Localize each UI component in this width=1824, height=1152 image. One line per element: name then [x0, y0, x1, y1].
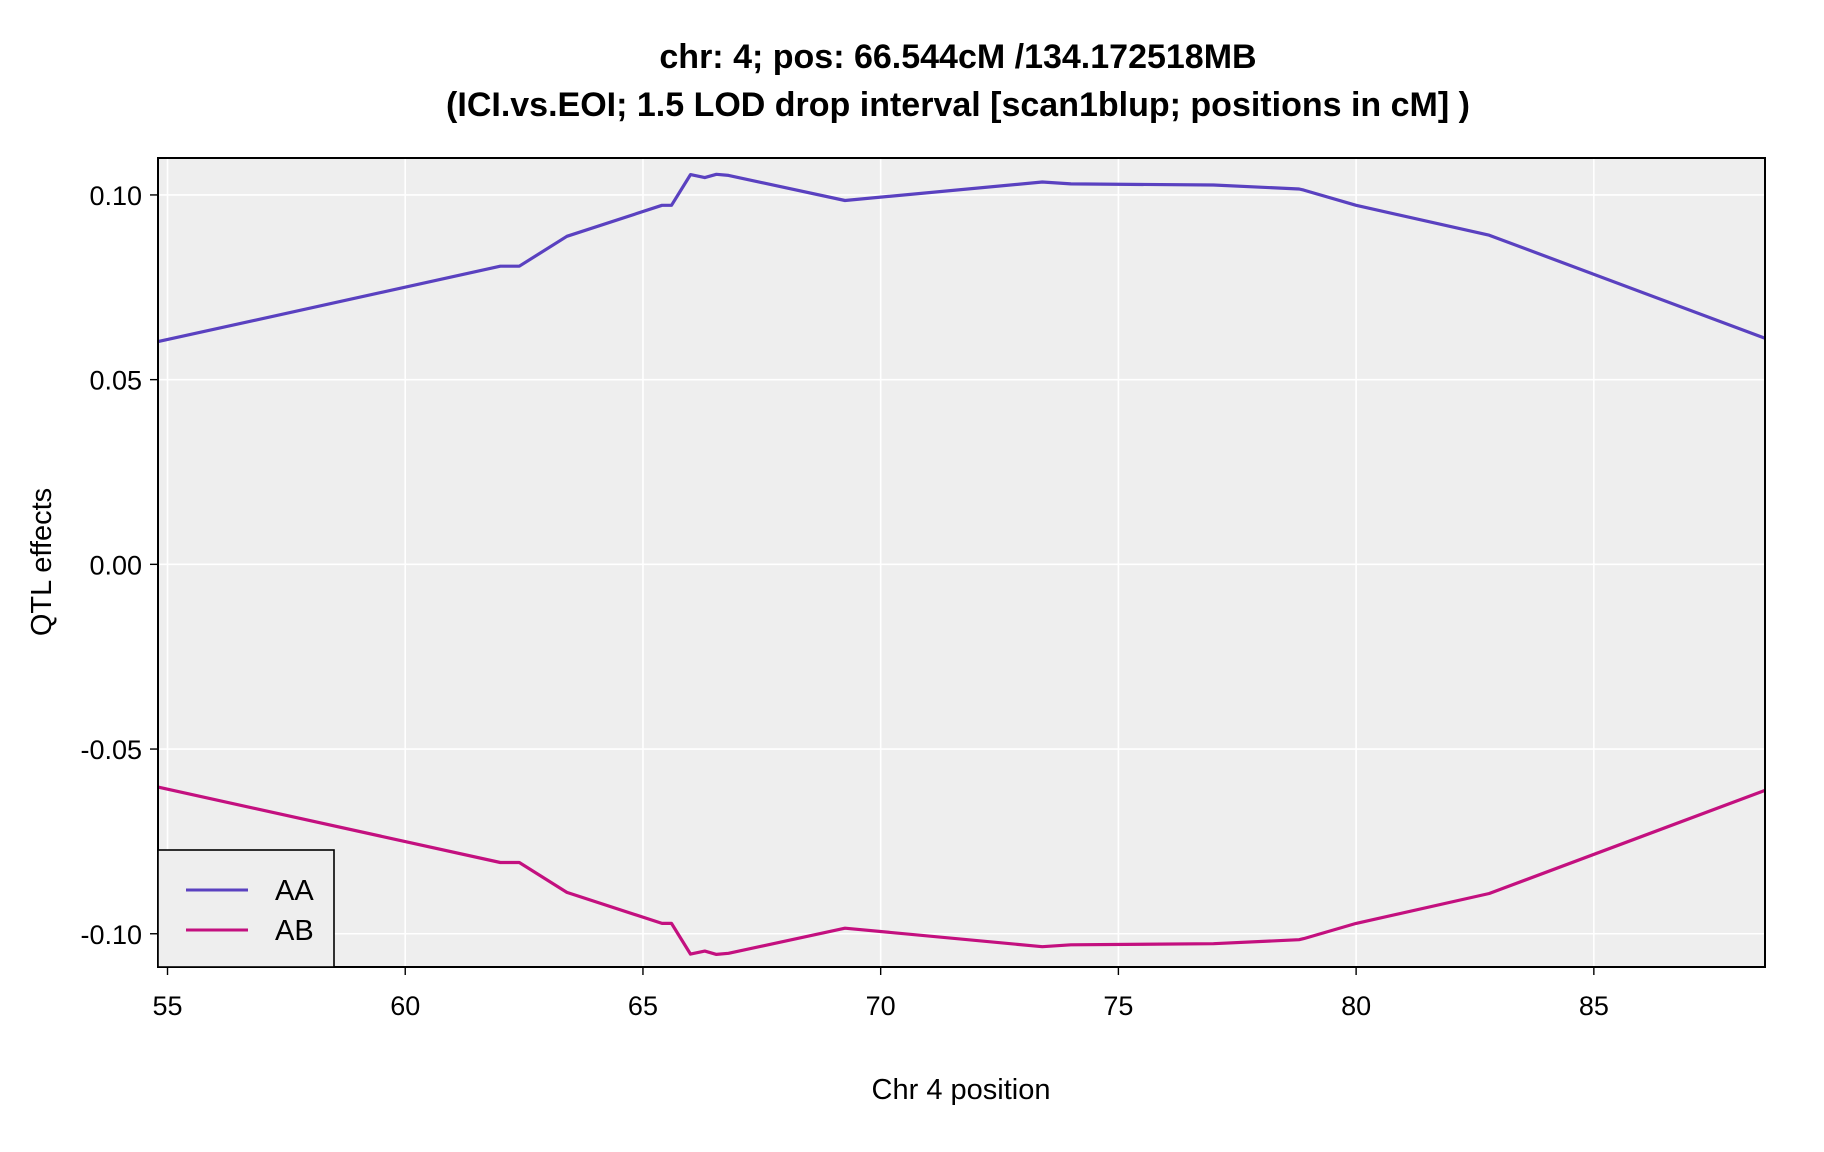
plot-background — [158, 158, 1765, 967]
x-tick-label: 85 — [1579, 991, 1609, 1021]
y-tick-label: 0.00 — [89, 550, 142, 580]
x-tick-label: 60 — [390, 991, 420, 1021]
y-axis-label: QTL effects — [26, 488, 58, 636]
y-tick-label: -0.10 — [80, 920, 142, 950]
y-tick-label: 0.10 — [89, 181, 142, 211]
series-lines — [157, 172, 1766, 957]
y-tick-label: -0.05 — [80, 735, 142, 765]
y-tick-label: 0.05 — [89, 366, 142, 396]
x-axis: 55 60 65 70 75 80 85 — [152, 967, 1609, 1021]
x-tick-label: 80 — [1341, 991, 1371, 1021]
series-line-ab — [157, 785, 1766, 957]
x-axis-label: Chr 4 position — [872, 1074, 1051, 1106]
legend-label-ab: AB — [275, 915, 314, 947]
chart-title: chr: 4; pos: 66.544cM /134.172518MB — [659, 38, 1256, 76]
legend-box — [157, 849, 335, 968]
legend: AA AB — [157, 849, 335, 968]
legend-label-aa: AA — [275, 875, 314, 907]
grid-lines — [158, 158, 1765, 967]
x-tick-label: 70 — [866, 991, 896, 1021]
chart-subtitle: (ICI.vs.EOI; 1.5 LOD drop interval [scan… — [446, 86, 1470, 124]
x-tick-label: 75 — [1103, 991, 1133, 1021]
x-tick-label: 65 — [628, 991, 658, 1021]
series-line-aa — [157, 172, 1766, 344]
plot-border — [157, 157, 1766, 968]
x-tick-label: 55 — [152, 991, 182, 1021]
y-axis: -0.10 -0.05 0.00 0.05 0.10 — [80, 181, 158, 950]
